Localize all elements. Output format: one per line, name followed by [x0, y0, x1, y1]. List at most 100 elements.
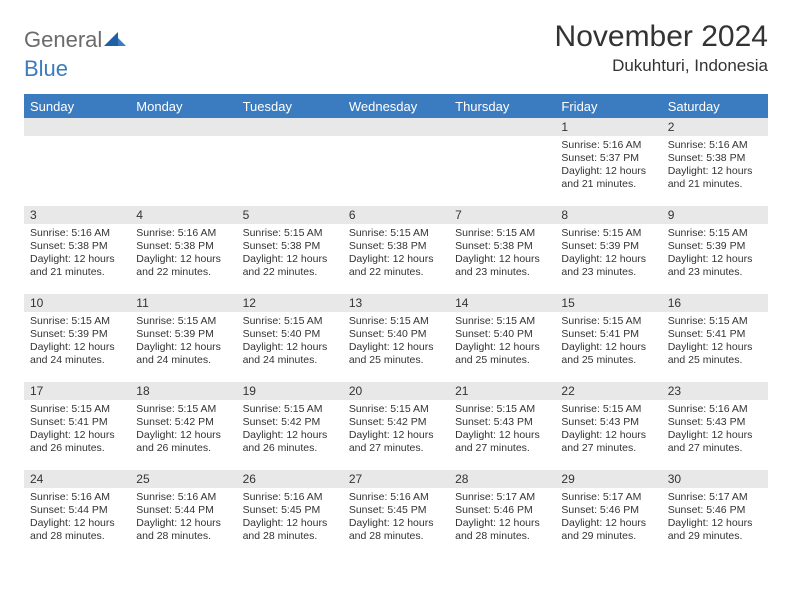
- calendar-day-cell: 21Sunrise: 5:15 AMSunset: 5:43 PMDayligh…: [449, 382, 555, 470]
- calendar-day-cell: 6Sunrise: 5:15 AMSunset: 5:38 PMDaylight…: [343, 206, 449, 294]
- sunset-line: Sunset: 5:39 PM: [561, 240, 655, 253]
- day-cell-content: Sunrise: 5:15 AMSunset: 5:38 PMDaylight:…: [237, 224, 343, 282]
- calendar-day-cell: 22Sunrise: 5:15 AMSunset: 5:43 PMDayligh…: [555, 382, 661, 470]
- sunrise-line: Sunrise: 5:16 AM: [243, 491, 337, 504]
- day-cell-content: Sunrise: 5:15 AMSunset: 5:39 PMDaylight:…: [555, 224, 661, 282]
- day-cell-content: Sunrise: 5:17 AMSunset: 5:46 PMDaylight:…: [662, 488, 768, 546]
- sunset-line: Sunset: 5:41 PM: [561, 328, 655, 341]
- weekday-header: Thursday: [449, 94, 555, 118]
- sunset-line: Sunset: 5:40 PM: [243, 328, 337, 341]
- calendar-week-row: 24Sunrise: 5:16 AMSunset: 5:44 PMDayligh…: [24, 470, 768, 558]
- day-number-bar: 27: [343, 470, 449, 488]
- sunset-line: Sunset: 5:41 PM: [668, 328, 762, 341]
- sunrise-line: Sunrise: 5:16 AM: [136, 227, 230, 240]
- day-number-bar: 21: [449, 382, 555, 400]
- sunrise-line: Sunrise: 5:15 AM: [349, 227, 443, 240]
- day-number-bar: 15: [555, 294, 661, 312]
- sunrise-line: Sunrise: 5:16 AM: [136, 491, 230, 504]
- brand-logo: GeneralBlue: [24, 26, 126, 82]
- day-cell-content: Sunrise: 5:16 AMSunset: 5:38 PMDaylight:…: [130, 224, 236, 282]
- month-title: November 2024: [555, 20, 768, 54]
- brand-text: GeneralBlue: [24, 26, 126, 82]
- sunset-line: Sunset: 5:40 PM: [349, 328, 443, 341]
- day-cell-content: Sunrise: 5:15 AMSunset: 5:39 PMDaylight:…: [130, 312, 236, 370]
- day-cell-content: Sunrise: 5:15 AMSunset: 5:40 PMDaylight:…: [343, 312, 449, 370]
- day-number-bar: 7: [449, 206, 555, 224]
- day-number-bar: 3: [24, 206, 130, 224]
- location-label: Dukuhturi, Indonesia: [555, 56, 768, 76]
- sunset-line: Sunset: 5:43 PM: [668, 416, 762, 429]
- sunrise-line: Sunrise: 5:15 AM: [561, 403, 655, 416]
- day-number-bar: 29: [555, 470, 661, 488]
- daylight-line: Daylight: 12 hours and 21 minutes.: [30, 253, 124, 279]
- calendar-week-row: 3Sunrise: 5:16 AMSunset: 5:38 PMDaylight…: [24, 206, 768, 294]
- sunset-line: Sunset: 5:45 PM: [243, 504, 337, 517]
- day-cell-content: Sunrise: 5:16 AMSunset: 5:44 PMDaylight:…: [24, 488, 130, 546]
- sunset-line: Sunset: 5:44 PM: [136, 504, 230, 517]
- sunrise-line: Sunrise: 5:15 AM: [561, 315, 655, 328]
- calendar-day-cell: 20Sunrise: 5:15 AMSunset: 5:42 PMDayligh…: [343, 382, 449, 470]
- daylight-line: Daylight: 12 hours and 21 minutes.: [668, 165, 762, 191]
- day-cell-content: Sunrise: 5:16 AMSunset: 5:37 PMDaylight:…: [555, 136, 661, 194]
- weekday-header: Friday: [555, 94, 661, 118]
- sunset-line: Sunset: 5:39 PM: [136, 328, 230, 341]
- daylight-line: Daylight: 12 hours and 27 minutes.: [455, 429, 549, 455]
- day-number-bar: 30: [662, 470, 768, 488]
- daylight-line: Daylight: 12 hours and 24 minutes.: [30, 341, 124, 367]
- calendar-day-cell: 24Sunrise: 5:16 AMSunset: 5:44 PMDayligh…: [24, 470, 130, 558]
- day-cell-content: Sunrise: 5:15 AMSunset: 5:42 PMDaylight:…: [130, 400, 236, 458]
- calendar-day-cell: [343, 118, 449, 206]
- day-number-bar: 20: [343, 382, 449, 400]
- calendar-day-cell: 9Sunrise: 5:15 AMSunset: 5:39 PMDaylight…: [662, 206, 768, 294]
- sunrise-line: Sunrise: 5:15 AM: [243, 403, 337, 416]
- day-number-bar: 23: [662, 382, 768, 400]
- day-number-bar: 25: [130, 470, 236, 488]
- daylight-line: Daylight: 12 hours and 27 minutes.: [561, 429, 655, 455]
- day-cell-content: Sunrise: 5:15 AMSunset: 5:38 PMDaylight:…: [343, 224, 449, 282]
- calendar-day-cell: 18Sunrise: 5:15 AMSunset: 5:42 PMDayligh…: [130, 382, 236, 470]
- calendar-day-cell: 12Sunrise: 5:15 AMSunset: 5:40 PMDayligh…: [237, 294, 343, 382]
- calendar-day-cell: 23Sunrise: 5:16 AMSunset: 5:43 PMDayligh…: [662, 382, 768, 470]
- sunrise-line: Sunrise: 5:16 AM: [30, 491, 124, 504]
- sunrise-line: Sunrise: 5:15 AM: [30, 315, 124, 328]
- day-number-bar: 12: [237, 294, 343, 312]
- daylight-line: Daylight: 12 hours and 23 minutes.: [455, 253, 549, 279]
- daylight-line: Daylight: 12 hours and 22 minutes.: [243, 253, 337, 279]
- calendar-page: GeneralBlue November 2024 Dukuhturi, Ind…: [0, 0, 792, 612]
- daylight-line: Daylight: 12 hours and 28 minutes.: [455, 517, 549, 543]
- day-number-bar: 6: [343, 206, 449, 224]
- weekday-header: Saturday: [662, 94, 768, 118]
- calendar-day-cell: 19Sunrise: 5:15 AMSunset: 5:42 PMDayligh…: [237, 382, 343, 470]
- sunrise-line: Sunrise: 5:15 AM: [561, 227, 655, 240]
- day-cell-content: Sunrise: 5:15 AMSunset: 5:38 PMDaylight:…: [449, 224, 555, 282]
- sunrise-line: Sunrise: 5:15 AM: [243, 227, 337, 240]
- sunset-line: Sunset: 5:38 PM: [243, 240, 337, 253]
- daylight-line: Daylight: 12 hours and 22 minutes.: [349, 253, 443, 279]
- sunset-line: Sunset: 5:46 PM: [668, 504, 762, 517]
- sunset-line: Sunset: 5:38 PM: [136, 240, 230, 253]
- calendar-day-cell: 29Sunrise: 5:17 AMSunset: 5:46 PMDayligh…: [555, 470, 661, 558]
- day-cell-content: Sunrise: 5:16 AMSunset: 5:38 PMDaylight:…: [662, 136, 768, 194]
- calendar-week-row: 10Sunrise: 5:15 AMSunset: 5:39 PMDayligh…: [24, 294, 768, 382]
- daylight-line: Daylight: 12 hours and 28 minutes.: [30, 517, 124, 543]
- page-header: GeneralBlue November 2024 Dukuhturi, Ind…: [24, 20, 768, 82]
- sunset-line: Sunset: 5:37 PM: [561, 152, 655, 165]
- calendar-day-cell: 1Sunrise: 5:16 AMSunset: 5:37 PMDaylight…: [555, 118, 661, 206]
- calendar-day-cell: 26Sunrise: 5:16 AMSunset: 5:45 PMDayligh…: [237, 470, 343, 558]
- sunrise-line: Sunrise: 5:15 AM: [668, 227, 762, 240]
- calendar-day-cell: 14Sunrise: 5:15 AMSunset: 5:40 PMDayligh…: [449, 294, 555, 382]
- calendar-day-cell: 30Sunrise: 5:17 AMSunset: 5:46 PMDayligh…: [662, 470, 768, 558]
- day-number-bar: 24: [24, 470, 130, 488]
- calendar-day-cell: [24, 118, 130, 206]
- sunset-line: Sunset: 5:46 PM: [455, 504, 549, 517]
- calendar-day-cell: 10Sunrise: 5:15 AMSunset: 5:39 PMDayligh…: [24, 294, 130, 382]
- sunset-line: Sunset: 5:41 PM: [30, 416, 124, 429]
- sunset-line: Sunset: 5:38 PM: [349, 240, 443, 253]
- sunrise-line: Sunrise: 5:15 AM: [136, 315, 230, 328]
- calendar-week-row: 1Sunrise: 5:16 AMSunset: 5:37 PMDaylight…: [24, 118, 768, 206]
- brand-part2: Blue: [24, 56, 68, 81]
- day-number-bar: 5: [237, 206, 343, 224]
- sunset-line: Sunset: 5:42 PM: [136, 416, 230, 429]
- day-number-bar: 17: [24, 382, 130, 400]
- daylight-line: Daylight: 12 hours and 26 minutes.: [30, 429, 124, 455]
